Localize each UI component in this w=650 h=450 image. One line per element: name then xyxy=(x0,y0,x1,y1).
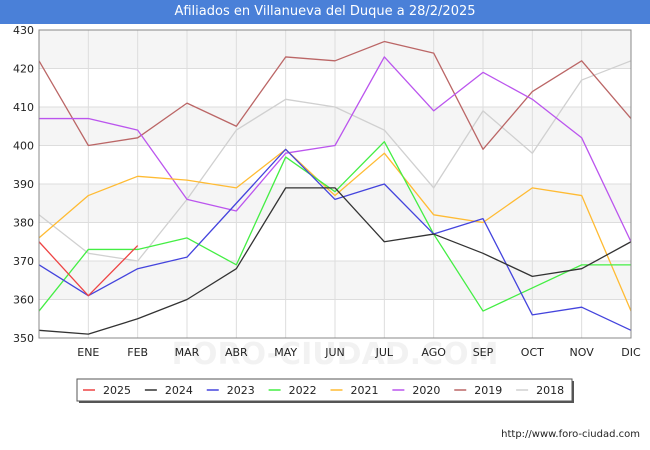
x-tick-label: ENE xyxy=(77,346,99,359)
y-tick-label: 400 xyxy=(13,140,34,153)
legend: 2025 2024 2023 2022 2021 2020 2019 2018 xyxy=(76,378,574,403)
series-line-2024 xyxy=(38,187,632,335)
x-tick-label: FEB xyxy=(127,346,148,359)
series-line-2019 xyxy=(38,40,632,150)
x-tick-label: DIC xyxy=(621,346,641,359)
y-tick-label: 370 xyxy=(13,255,34,268)
series-line-2025 xyxy=(38,241,139,297)
legend-label: 2023 xyxy=(227,384,255,397)
x-axis-ticks: ENE FEB MAR ABR MAY JUN JUL AGO SEP OCT NOV DIC xyxy=(77,346,641,359)
legend-box xyxy=(76,378,573,402)
series-line-2021 xyxy=(38,148,632,312)
legend-label: 2020 xyxy=(412,384,440,397)
legend-label: 2022 xyxy=(289,384,317,397)
x-tick-label: NOV xyxy=(570,346,595,359)
footer-url: http://www.foro-ciudad.com xyxy=(501,429,640,440)
series-line-2018 xyxy=(38,60,632,262)
y-tick-label: 430 xyxy=(13,24,34,37)
series-line-2022 xyxy=(38,141,631,312)
x-tick-label: ABR xyxy=(225,346,248,359)
x-tick-label: JUL xyxy=(375,346,394,359)
y-axis-ticks: 350 360 370 380 390 400 410 420 430 xyxy=(13,24,34,345)
x-tick-label: OCT xyxy=(521,346,544,359)
series-lines xyxy=(38,40,632,335)
watermark: FORO-CIUDAD.COM xyxy=(172,337,499,372)
x-tick-label: SEP xyxy=(473,346,494,359)
plot-frame xyxy=(38,29,632,339)
y-tick-label: 410 xyxy=(13,101,34,114)
x-tick-label: MAR xyxy=(175,346,200,359)
series-line-2023 xyxy=(38,148,632,331)
line-chart: FORO-CIUDAD.COM 350 360 370 380 390 400 410 420… xyxy=(13,24,641,403)
y-tick-label: 360 xyxy=(13,294,34,307)
y-tick-label: 390 xyxy=(13,178,34,191)
legend-label: 2019 xyxy=(474,384,502,397)
legend-label: 2021 xyxy=(351,384,379,397)
y-tick-label: 420 xyxy=(13,63,34,76)
x-tick-label: AGO xyxy=(421,346,446,359)
series-line-2020 xyxy=(39,56,632,243)
legend-label: 2025 xyxy=(103,384,131,397)
chart-title: Afiliados en Villanueva del Duque a 28/2… xyxy=(0,0,650,24)
x-tick-label: JUN xyxy=(324,346,345,359)
x-tick-label: MAY xyxy=(274,346,297,359)
y-tick-label: 350 xyxy=(13,332,34,345)
legend-label: 2018 xyxy=(536,384,564,397)
legend-label: 2024 xyxy=(165,384,193,397)
y-tick-label: 380 xyxy=(13,217,34,230)
